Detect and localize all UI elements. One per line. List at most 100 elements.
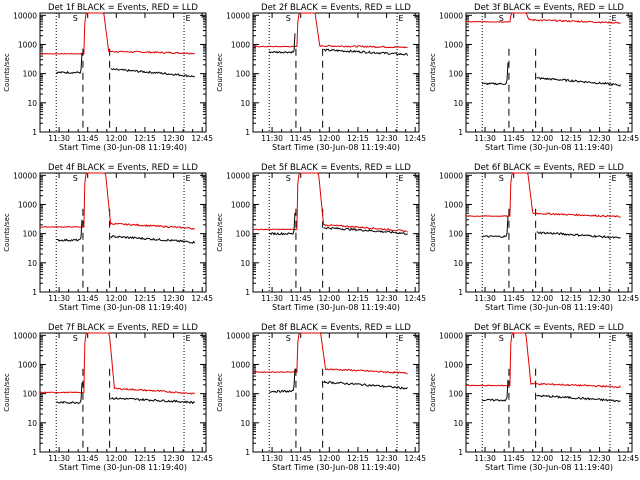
start-marker-label: S [73,14,78,23]
y-tick-label: 10000 [13,11,37,20]
x-axis-label: Start Time (30-Jun-08 11:19:40) [485,143,613,152]
x-tick-label: 12:00 [532,294,554,303]
y-tick-label: 1000 [231,360,250,369]
start-marker-label: S [73,174,78,183]
y-tick-label: 1 [458,448,463,457]
y-tick-label: 10 [27,99,37,108]
events-black-series [481,216,509,239]
panel-det-9: Det 9f BLACK = Events, RED = LLD 1 10 100 10… [429,323,639,472]
x-tick-label: 12:30 [163,454,185,463]
y-axis-label: Counts/sec [429,213,437,252]
lld-red-series [39,12,195,55]
y-tick-label: 10 [240,99,250,108]
x-tick-label: 12:15 [560,454,582,463]
start-marker-label: S [499,14,504,23]
x-tick-label: 12:00 [319,454,341,463]
y-tick-label: 100 [449,390,464,399]
events-black-series [110,396,195,405]
x-tick-label: 12:15 [347,294,369,303]
x-tick-label: 11:30 [261,294,283,303]
start-marker-label: S [499,174,504,183]
x-tick-label: 11:30 [48,294,70,303]
y-tick-label: 1000 [18,360,37,369]
x-tick-label: 11:45 [503,134,525,143]
lld-red-series [252,12,408,49]
events-black-series [269,212,296,236]
events-black-series [481,62,509,86]
x-tick-label: 12:00 [106,134,128,143]
x-tick-label: 11:30 [261,454,283,463]
y-axis-label: Counts/sec [216,213,224,252]
y-tick-label: 100 [236,230,251,239]
y-tick-label: 100 [449,70,464,79]
y-tick-label: 10000 [439,11,463,20]
events-black-series [323,48,409,56]
events-black-series [56,382,83,405]
y-tick-label: 1000 [444,200,463,209]
x-tick-label: 11:45 [77,294,99,303]
x-tick-label: 12:30 [163,294,185,303]
x-tick-label: 12:30 [589,134,611,143]
y-tick-label: 10 [240,259,250,268]
end-marker-label: E [186,334,191,343]
lld-red-series [466,12,621,24]
x-tick-label: 12:45 [191,294,213,303]
end-marker-label: E [612,334,617,343]
x-tick-label: 12:15 [134,294,156,303]
y-axis-label: Counts/sec [3,373,11,412]
y-tick-label: 10000 [13,171,37,180]
events-black-series [55,52,83,75]
end-marker-label: E [186,14,191,23]
y-tick-label: 100 [236,390,251,399]
x-axis-label: Start Time (30-Jun-08 11:19:40) [272,143,400,152]
start-marker-label: S [286,14,291,23]
x-tick-label: 12:45 [404,134,426,143]
panel-det-8: Det 8f BLACK = Events, RED = LLD 1 10 100 10… [216,323,426,472]
x-tick-label: 12:00 [319,134,341,143]
x-tick-label: 12:45 [404,454,426,463]
lld-red-series [465,172,621,218]
y-tick-label: 1 [32,288,37,297]
y-tick-label: 1000 [18,40,37,49]
y-tick-label: 10 [27,419,37,428]
plot-frame [465,12,633,133]
panel-title: Det 3f BLACK = Events, RED = LLD [474,3,624,13]
x-tick-label: 12:15 [347,134,369,143]
lld-red-series [39,332,195,395]
y-tick-label: 100 [23,70,38,79]
y-tick-label: 1000 [231,40,250,49]
y-tick-label: 1000 [444,360,463,369]
x-tick-label: 11:30 [474,294,496,303]
y-tick-label: 1 [245,288,250,297]
y-axis-label: Counts/sec [3,53,11,92]
y-tick-label: 10000 [226,331,250,340]
y-axis-label: Counts/sec [429,373,437,412]
y-axis-label: Counts/sec [216,53,224,92]
x-tick-label: 12:15 [560,294,582,303]
events-black-series [269,368,296,394]
end-marker-label: E [399,334,404,343]
x-tick-label: 12:00 [532,134,554,143]
y-tick-label: 1 [245,448,250,457]
x-tick-label: 12:00 [106,294,128,303]
lld-red-series [253,332,408,375]
x-tick-label: 11:30 [48,454,70,463]
x-tick-label: 11:45 [77,134,99,143]
x-axis-label: Start Time (30-Jun-08 11:19:40) [272,303,400,312]
panel-title: Det 8f BLACK = Events, RED = LLD [261,323,411,333]
x-tick-label: 11:45 [503,294,525,303]
panel-det-6: Det 6f BLACK = Events, RED = LLD 1 10 100 10… [429,163,639,312]
y-tick-label: 10000 [439,331,463,340]
panel-title: Det 5f BLACK = Events, RED = LLD [261,163,411,173]
panel-title: Det 6f BLACK = Events, RED = LLD [474,163,624,173]
x-tick-label: 11:45 [503,454,525,463]
x-tick-label: 11:30 [474,454,496,463]
end-marker-label: E [399,174,404,183]
x-tick-label: 12:15 [560,134,582,143]
panel-title: Det 2f BLACK = Events, RED = LLD [261,3,411,13]
x-tick-label: 12:00 [319,294,341,303]
x-tick-label: 11:45 [290,134,312,143]
end-marker-label: E [612,14,617,23]
x-tick-label: 12:45 [191,454,213,463]
